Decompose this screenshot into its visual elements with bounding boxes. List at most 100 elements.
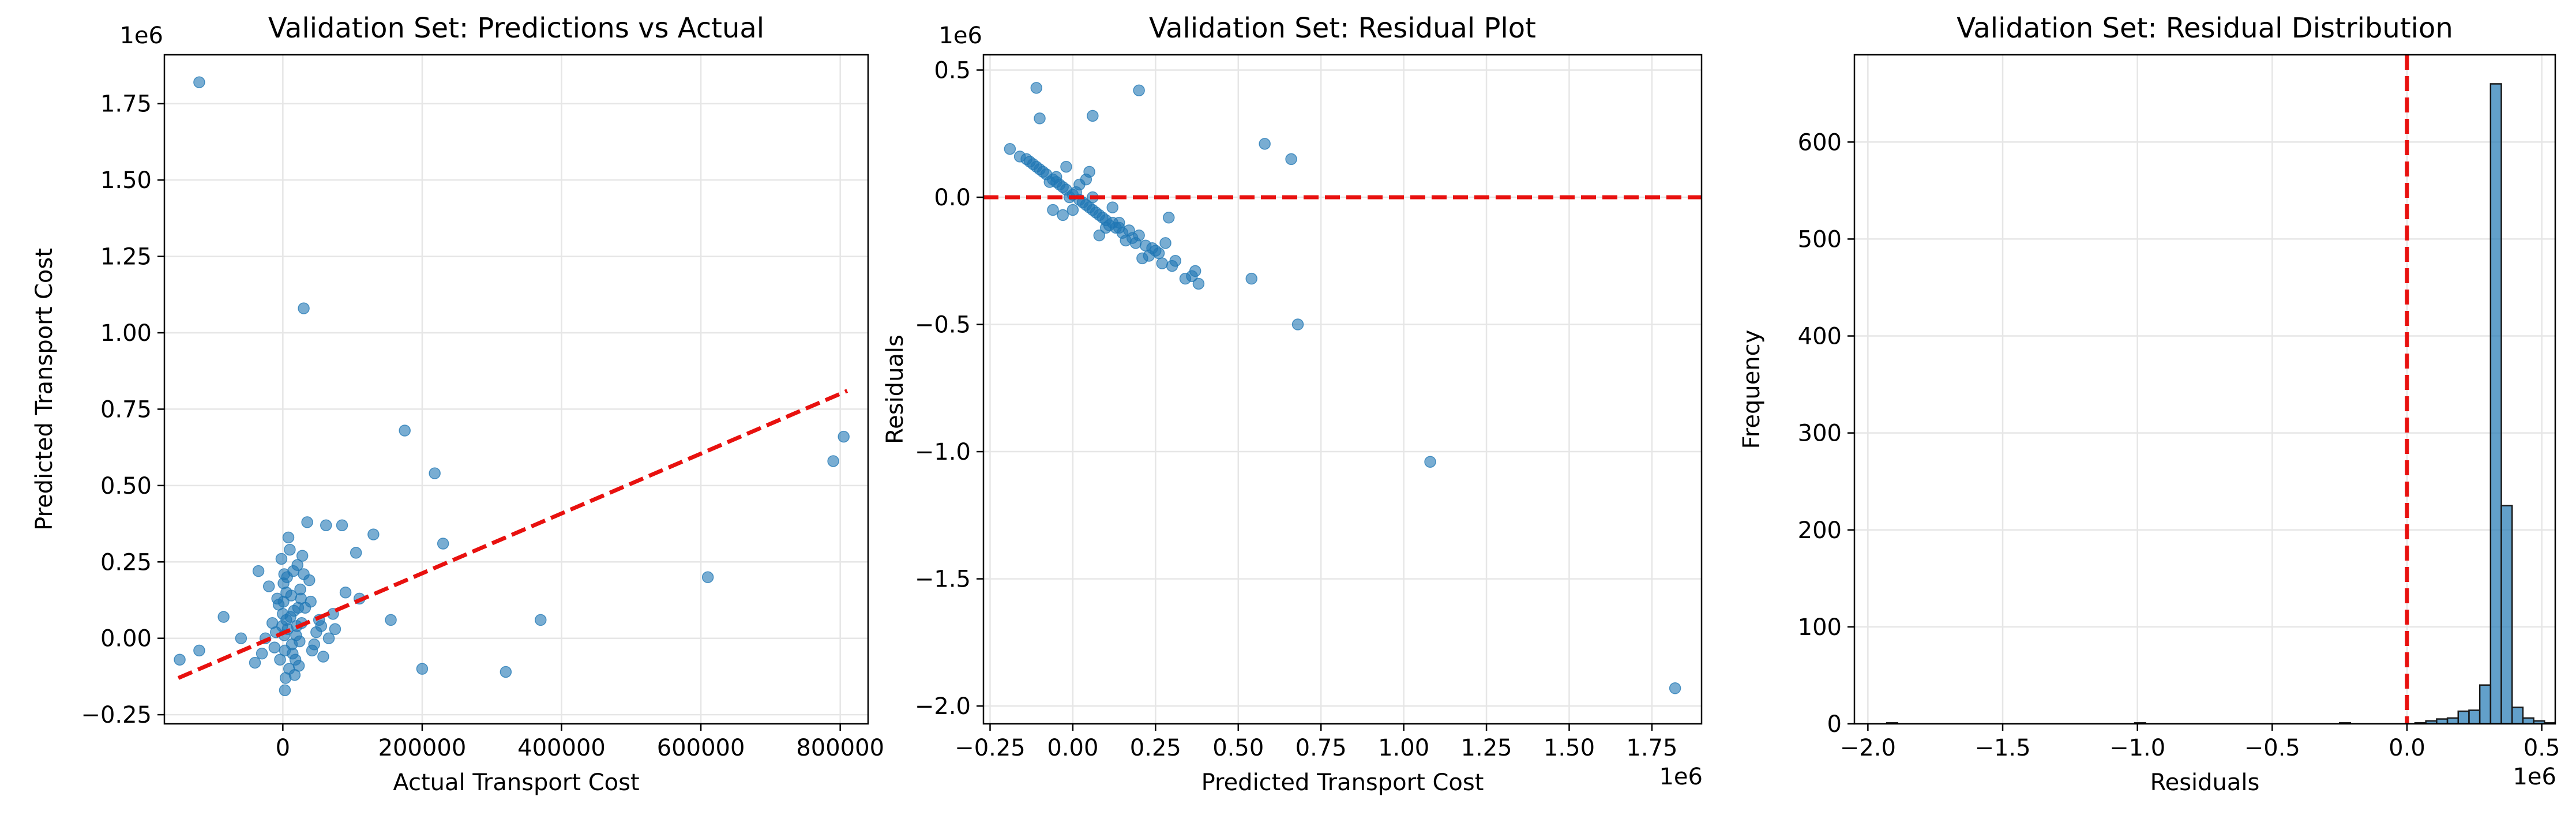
resid-point [1067,204,1079,216]
resid-point [1156,257,1169,269]
resid-xtick-label: 1.50 [1544,735,1595,761]
pva-point [350,547,362,559]
pva-point [252,565,265,577]
pva-point [292,660,305,672]
pva-point [320,519,332,531]
resid-point [1159,237,1171,249]
pva-point [322,632,335,644]
dist-ytick-label: 400 [1798,324,1842,350]
dist-ytick-label: 0 [1827,711,1842,738]
resid-point [1143,250,1155,262]
pva-point [288,604,300,617]
resid-xtick-label: 0.50 [1212,735,1264,761]
panel-predictions-vs-actual: 0 200000 400000 600000 800000 −0.25 0.00 0.25 0.… [31,12,884,796]
pva-point [278,568,291,580]
resid-xtick-label: 1.00 [1378,735,1429,761]
resid-point [1291,318,1304,330]
pva-point [429,467,441,479]
pva-ylabel: Predicted Transport Cost [31,248,58,531]
resid-xtick-label: 0.75 [1295,735,1347,761]
resid-point [1259,138,1271,150]
resid-point [1030,82,1043,94]
pva-point [249,656,261,669]
resid-point [1285,153,1297,166]
pva-xtick-label: 0 [276,735,290,761]
resid-point [1192,277,1205,290]
resid-xtick-label: −0.25 [955,735,1026,761]
pva-point [279,684,291,696]
resid-y-offset-label: 1e6 [938,22,982,49]
pva-xtick-label: 400000 [517,735,606,761]
dist-bar [2511,707,2524,724]
pva-xtick-label: 800000 [796,735,884,761]
dist-xlabel: Residuals [2150,769,2260,796]
resid-ylabel: Residuals [882,335,908,444]
pva-axes-frame [163,54,869,725]
pva-point [262,580,275,592]
resid-ytick-label: −0.5 [915,312,971,339]
pva-point [339,586,352,599]
resid-xtick-label: 0.00 [1047,735,1098,761]
resid-point [1087,110,1099,122]
pva-point [282,531,295,544]
pva-point [301,516,313,528]
pva-point [174,653,186,666]
dist-ytick-label: 100 [1798,614,1842,641]
resid-xlabel: Predicted Transport Cost [1201,769,1484,796]
pva-ytick-label: 0.50 [100,473,152,499]
pva-ytick-label: 1.75 [100,91,152,118]
pva-point [287,647,299,660]
pva-point [317,651,329,663]
pva-point [193,76,205,88]
dist-xtick-label: 0.0 [2389,735,2425,761]
pva-ytick-label: 1.50 [100,167,152,194]
pva-point [437,538,449,550]
resid-point [1047,204,1059,216]
pva-point [294,635,306,648]
dist-xtick-label: −0.5 [2244,735,2300,761]
pva-point [416,663,429,675]
pva-point [399,424,411,437]
resid-point [1100,221,1112,234]
resid-ytick-label: −2.0 [915,693,971,720]
pva-point [268,641,281,653]
dist-xtick-label: −2.0 [1840,735,1896,761]
resid-point [1050,176,1062,188]
dist-x-offset-label: 1e6 [2513,764,2556,790]
pva-point [295,592,307,605]
pva-title: Validation Set: Predictions vs Actual [268,12,764,44]
pva-point [367,528,380,540]
pva-point [296,550,309,562]
pva-point [838,430,850,443]
resid-point [1166,260,1178,272]
dist-bar [2500,505,2513,724]
resid-xtick-label: 0.25 [1130,735,1181,761]
dist-xtick-label: 0.5 [2524,735,2560,761]
pva-point [535,614,547,626]
resid-point [1120,234,1132,247]
resid-data-layer [983,82,1702,694]
resid-point [1013,151,1026,163]
pva-xtick-label: 200000 [378,735,467,761]
resid-point [1093,229,1106,242]
resid-ytick-label: −1.5 [915,566,971,593]
pva-data-layer [174,76,850,696]
dist-bar [2489,83,2502,724]
dist-ytick-label: 600 [1798,129,1842,156]
pva-xtick-label: 600000 [657,735,745,761]
resid-ytick-label: 0.0 [934,185,971,211]
pva-ytick-label: 1.25 [100,244,152,271]
resid-axes-frame [982,54,1703,725]
pva-point [336,519,348,531]
resid-point [1245,272,1257,285]
pva-point [274,653,286,666]
dist-bar [2479,684,2492,724]
resid-point [1057,209,1069,221]
pva-point [500,666,512,678]
pva-point [306,644,318,657]
resid-ytick-label: 0.5 [934,57,971,84]
resid-point [1106,201,1119,213]
pva-point [303,574,316,587]
dist-bar [2436,718,2449,724]
